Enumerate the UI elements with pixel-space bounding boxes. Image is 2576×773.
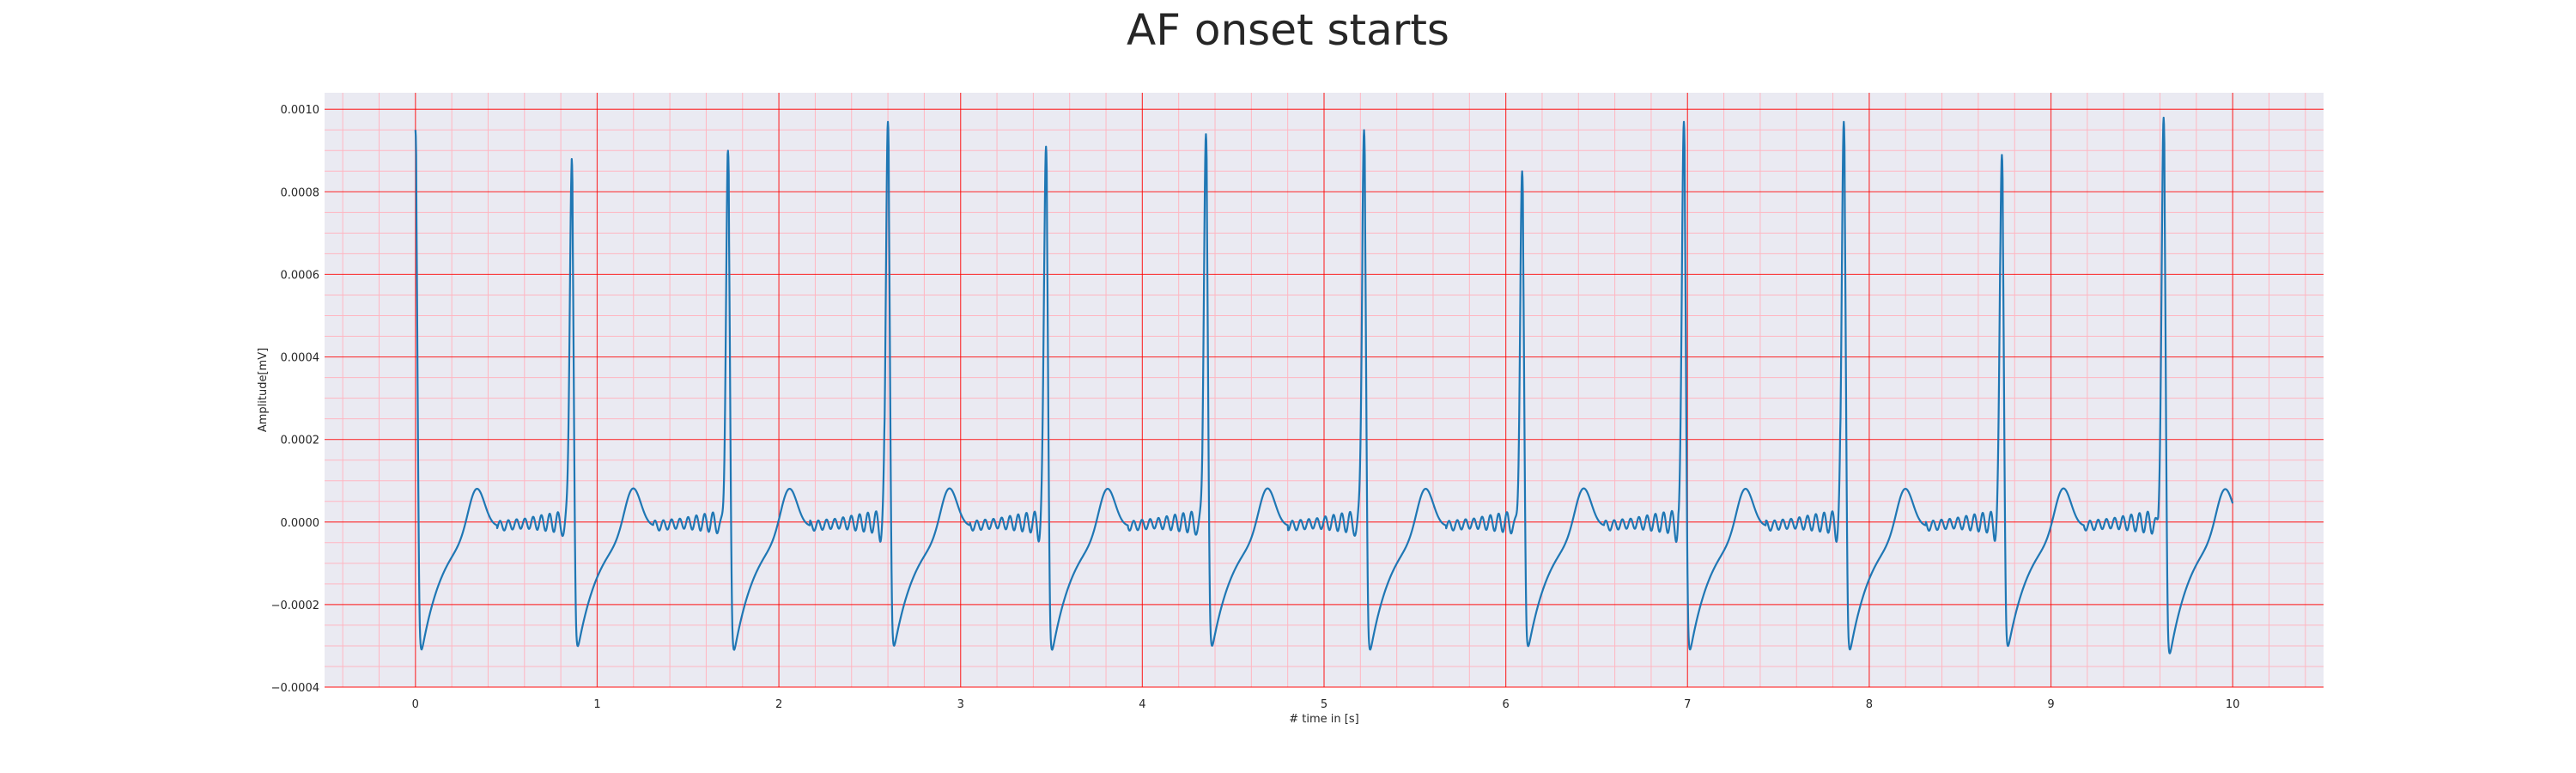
ecg-series-line	[414, 116, 2234, 654]
x-tick-label: 3	[957, 698, 964, 711]
x-tick-label: 2	[775, 698, 782, 711]
x-tick-label: 6	[1502, 698, 1509, 711]
y-tick-label: −0.0004	[271, 682, 319, 695]
y-tick-label: 0.0006	[281, 269, 320, 282]
x-tick-label: 5	[1321, 698, 1327, 711]
x-axis-label: # time in [s]	[1289, 713, 1358, 726]
y-tick-label: 0.0008	[281, 186, 320, 199]
y-axis-label: Amplitude[mV]	[257, 348, 270, 432]
y-tick-label: −0.0002	[271, 600, 319, 612]
x-tick-label: 0	[412, 698, 419, 711]
y-tick-label: 0.0000	[281, 517, 320, 530]
x-tick-label: 1	[593, 698, 600, 711]
y-tick-label: 0.0010	[281, 104, 320, 117]
x-tick-label: 9	[2047, 698, 2054, 711]
chart-title: AF onset starts	[1127, 5, 1449, 55]
x-tick-label: 4	[1139, 698, 1145, 711]
x-tick-label: 10	[2226, 698, 2240, 711]
x-tick-label: 7	[1684, 698, 1691, 711]
y-tick-label: 0.0002	[281, 435, 320, 447]
y-tick-label: 0.0004	[281, 352, 320, 365]
x-tick-label: 8	[1866, 698, 1873, 711]
